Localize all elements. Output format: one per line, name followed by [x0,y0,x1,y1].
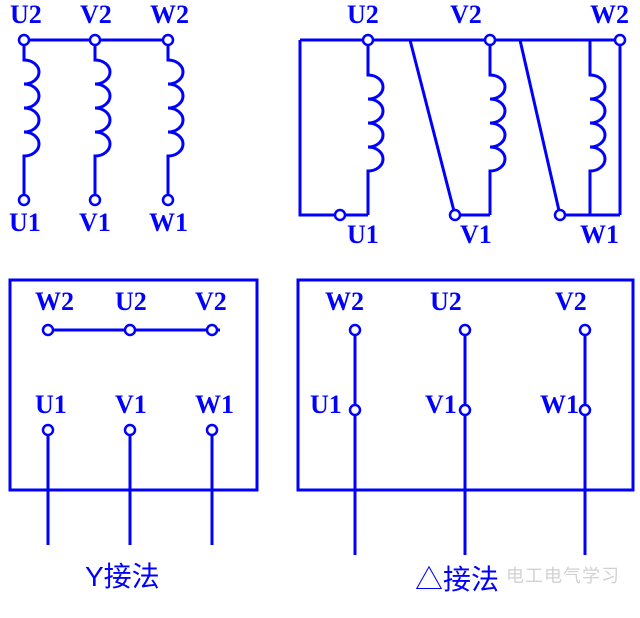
label-V2-tl: V2 [80,0,112,30]
label-U2-br: U2 [430,287,462,317]
label-V1-tl: V1 [79,208,111,238]
label-U1-bl: U1 [35,390,67,420]
label-W2-tl: W2 [150,0,189,30]
label-W2-br: W2 [325,287,364,317]
label-W2-bl: W2 [35,287,74,317]
y-winding-diagram [19,35,183,205]
label-V1-br: V1 [425,390,457,420]
label-W1-br: W1 [540,390,579,420]
label-V1-tr: V1 [460,220,492,250]
label-U1-br: U1 [310,390,342,420]
label-U1-tl: U1 [9,208,41,238]
label-V2-br: V2 [555,287,587,317]
label-U2-tl: U2 [10,0,42,30]
diagram-canvas [0,0,640,618]
label-W1-tr: W1 [580,220,619,250]
watermark: 电工电气学习 [506,562,620,588]
label-U2-tr: U2 [347,0,379,30]
label-V2-bl: V2 [195,287,227,317]
caption-delta: △接法 [415,558,499,598]
label-U2-bl: U2 [115,287,147,317]
delta-winding-diagram [300,35,625,220]
label-W2-tr: W2 [590,0,629,30]
label-U1-tr: U1 [347,220,379,250]
delta-terminal-box [298,280,633,555]
label-W1-tl: W1 [149,208,188,238]
label-V2-tr: V2 [450,0,482,30]
caption-y: Y接法 [85,555,160,595]
label-V1-bl: V1 [115,390,147,420]
label-W1-bl: W1 [195,390,234,420]
